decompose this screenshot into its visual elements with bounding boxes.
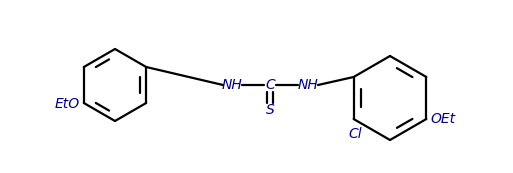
Text: NH: NH	[222, 78, 242, 92]
Text: C: C	[265, 78, 275, 92]
Text: Cl: Cl	[349, 127, 363, 141]
Text: EtO: EtO	[55, 97, 80, 111]
Text: NH: NH	[298, 78, 319, 92]
Text: OEt: OEt	[430, 112, 456, 126]
Text: S: S	[266, 103, 274, 117]
